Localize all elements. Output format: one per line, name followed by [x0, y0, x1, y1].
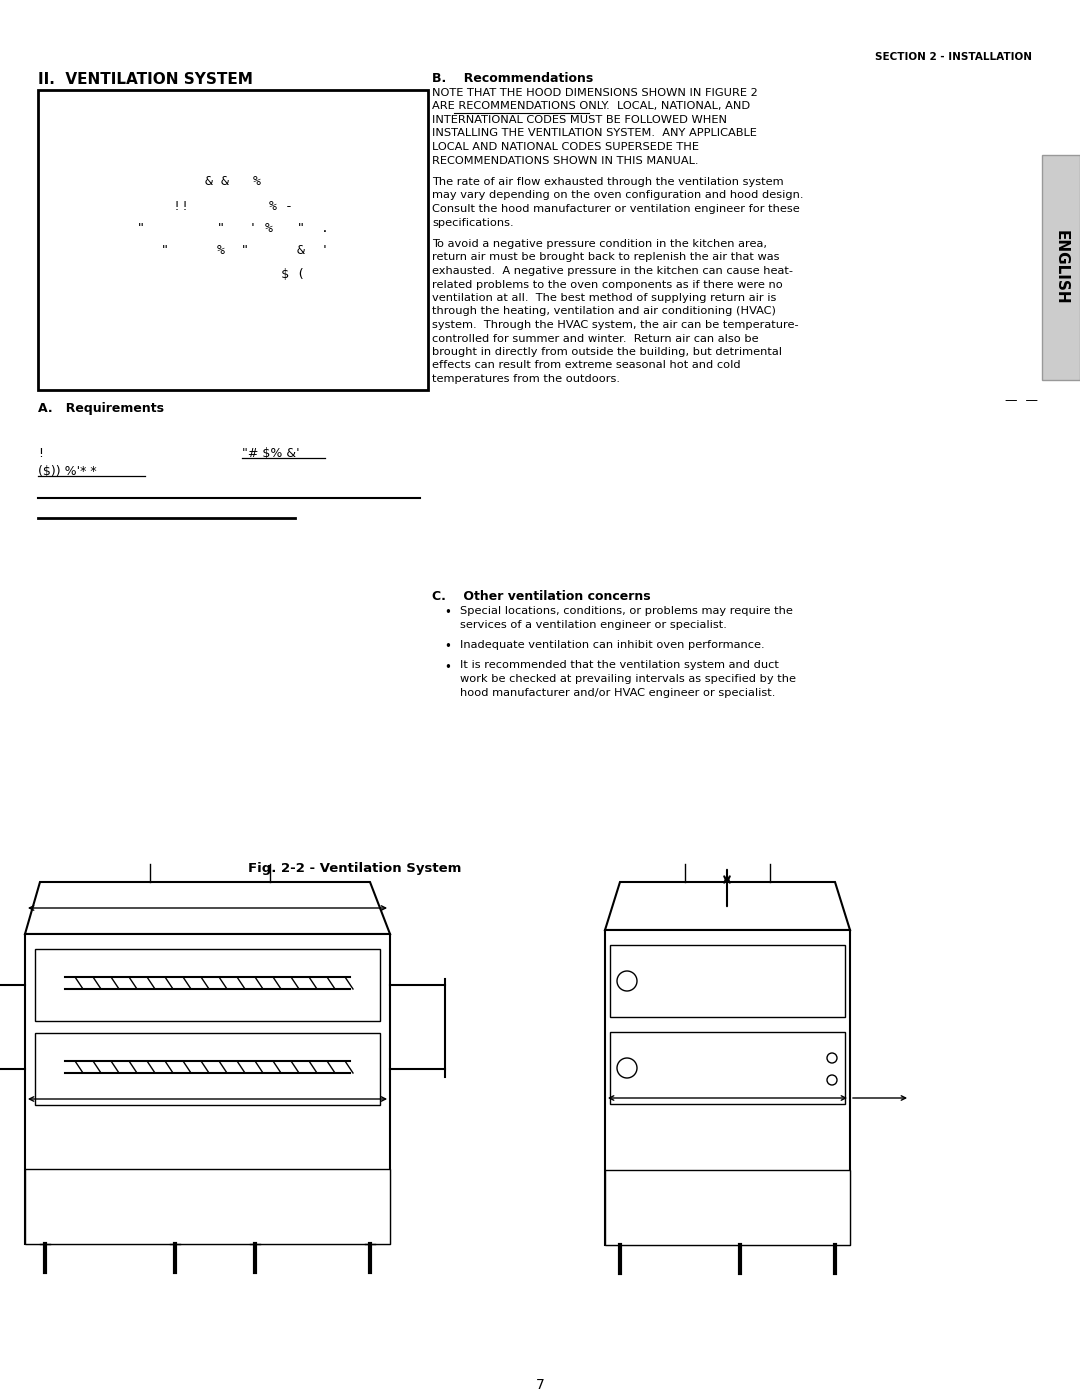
Text: The rate of air flow exhausted through the ventilation system: The rate of air flow exhausted through t…: [432, 177, 784, 187]
Text: services of a ventilation engineer or specialist.: services of a ventilation engineer or sp…: [460, 619, 727, 630]
Text: SECTION 2 - INSTALLATION: SECTION 2 - INSTALLATION: [875, 52, 1032, 61]
Bar: [610, 944, 845, 1017]
Bar: [35, 949, 380, 1021]
Text: ENGLISH: ENGLISH: [1053, 231, 1068, 305]
Text: To avoid a negative pressure condition in the kitchen area,: To avoid a negative pressure condition i…: [432, 239, 767, 249]
Text: LOCAL AND NATIONAL CODES SUPERSEDE THE: LOCAL AND NATIONAL CODES SUPERSEDE THE: [432, 142, 699, 152]
Text: specifications.: specifications.: [432, 218, 514, 228]
Text: work be checked at prevailing intervals as specified by the: work be checked at prevailing intervals …: [460, 673, 796, 685]
Text: NOTE THAT THE HOOD DIMENSIONS SHOWN IN FIGURE 2: NOTE THAT THE HOOD DIMENSIONS SHOWN IN F…: [432, 88, 758, 98]
Text: "         "   ' %   "  .: " " ' % " .: [137, 222, 329, 235]
Text: B.    Recommendations: B. Recommendations: [432, 73, 593, 85]
Text: "# $% &': "# $% &': [242, 447, 299, 460]
Text: return air must be brought back to replenish the air that was: return air must be brought back to reple…: [432, 253, 780, 263]
Bar: [38, 89, 428, 390]
Text: It is recommended that the ventilation system and duct: It is recommended that the ventilation s…: [460, 661, 779, 671]
Text: Inadequate ventilation can inhibit oven performance.: Inadequate ventilation can inhibit oven …: [460, 640, 765, 650]
Bar: [605, 1171, 850, 1245]
Text: Consult the hood manufacturer or ventilation engineer for these: Consult the hood manufacturer or ventila…: [432, 204, 800, 214]
Text: & &   %: & & %: [205, 175, 261, 189]
Text: RECOMMENDATIONS SHOWN IN THIS MANUAL.: RECOMMENDATIONS SHOWN IN THIS MANUAL.: [432, 155, 699, 165]
Text: INSTALLING THE VENTILATION SYSTEM.  ANY APPLICABLE: INSTALLING THE VENTILATION SYSTEM. ANY A…: [432, 129, 757, 138]
Text: ARE RECOMMENDATIONS ONLY.  LOCAL, NATIONAL, AND: ARE RECOMMENDATIONS ONLY. LOCAL, NATIONA…: [432, 102, 751, 112]
Text: •: •: [444, 606, 450, 619]
Text: INTERNATIONAL CODES MUST BE FOLLOWED WHEN: INTERNATIONAL CODES MUST BE FOLLOWED WHE…: [432, 115, 727, 124]
Text: 7: 7: [536, 1377, 544, 1391]
Text: C.    Other ventilation concerns: C. Other ventilation concerns: [432, 590, 650, 604]
Text: A.   Requirements: A. Requirements: [38, 402, 164, 415]
Bar: [605, 930, 850, 1245]
Bar: [25, 935, 390, 1243]
Text: ventilation at all.  The best method of supplying return air is: ventilation at all. The best method of s…: [432, 293, 777, 303]
Text: hood manufacturer and/or HVAC engineer or specialist.: hood manufacturer and/or HVAC engineer o…: [460, 687, 775, 697]
Text: •: •: [444, 640, 450, 652]
Text: temperatures from the outdoors.: temperatures from the outdoors.: [432, 374, 620, 384]
Text: !!          % -: !! % -: [173, 200, 293, 212]
Text: II.  VENTILATION SYSTEM: II. VENTILATION SYSTEM: [38, 73, 253, 87]
Text: Special locations, conditions, or problems may require the: Special locations, conditions, or proble…: [460, 606, 793, 616]
Text: Fig. 2-2 - Ventilation System: Fig. 2-2 - Ventilation System: [248, 862, 461, 875]
Text: ($)) %'* *: ($)) %'* *: [38, 465, 96, 478]
Text: exhausted.  A negative pressure in the kitchen can cause heat-: exhausted. A negative pressure in the ki…: [432, 265, 793, 277]
Text: effects can result from extreme seasonal hot and cold: effects can result from extreme seasonal…: [432, 360, 741, 370]
Text: related problems to the oven components as if there were no: related problems to the oven components …: [432, 279, 783, 289]
Bar: [1042, 155, 1080, 380]
Text: controlled for summer and winter.  Return air can also be: controlled for summer and winter. Return…: [432, 334, 758, 344]
Bar: [610, 1032, 845, 1104]
Text: may vary depending on the oven configuration and hood design.: may vary depending on the oven configura…: [432, 190, 804, 201]
Text: system.  Through the HVAC system, the air can be temperature-: system. Through the HVAC system, the air…: [432, 320, 798, 330]
Text: through the heating, ventilation and air conditioning (HVAC): through the heating, ventilation and air…: [432, 306, 775, 317]
Text: —  —: — —: [1005, 394, 1038, 407]
Bar: [25, 1169, 390, 1243]
Text: "      %  "      &  ': " % " & ': [137, 244, 329, 257]
Text: brought in directly from outside the building, but detrimental: brought in directly from outside the bui…: [432, 346, 782, 358]
Text: !: !: [38, 447, 43, 460]
Bar: [35, 1032, 380, 1105]
Text: $ (: $ (: [161, 268, 305, 281]
Text: •: •: [444, 661, 450, 673]
